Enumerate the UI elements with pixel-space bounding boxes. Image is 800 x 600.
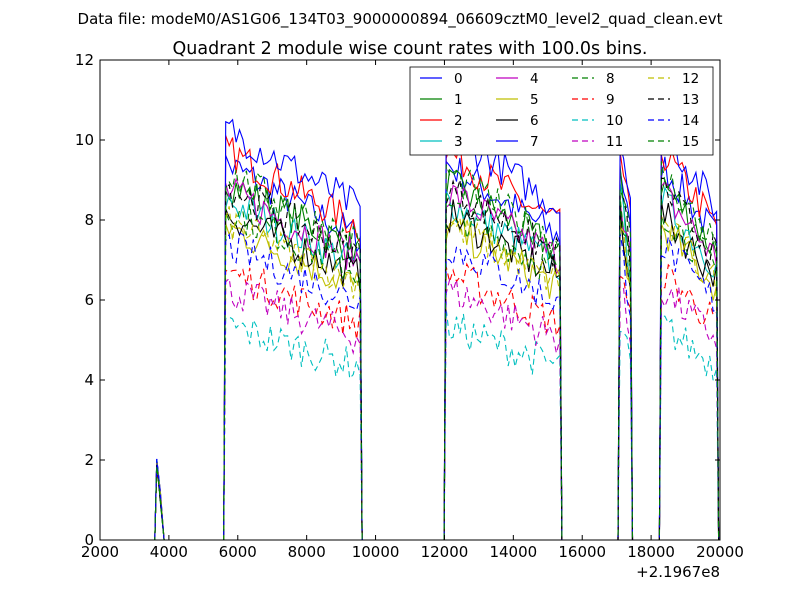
- x-tick-label: 2000: [81, 543, 119, 561]
- x-tick-label: 8000: [288, 543, 326, 561]
- y-tick-label: 6: [84, 291, 94, 309]
- y-tick-label: 0: [84, 531, 94, 549]
- y-tick-label: 2: [84, 451, 94, 469]
- x-offset-label: +2.1967e8: [636, 563, 720, 581]
- y-tick-label: 10: [75, 131, 94, 149]
- legend-label-7: 7: [530, 134, 539, 150]
- series-line-14: [151, 232, 720, 541]
- series-line-10: [151, 308, 720, 541]
- legend-label-10: 10: [606, 113, 623, 129]
- legend-label-12: 12: [682, 71, 699, 87]
- legend-label-13: 13: [682, 92, 699, 108]
- y-tick-label: 4: [84, 371, 94, 389]
- x-tick-label: 12000: [421, 543, 469, 561]
- x-tick-label: 14000: [489, 543, 537, 561]
- legend-label-3: 3: [454, 134, 463, 150]
- legend-box: [409, 66, 714, 156]
- legend-label-8: 8: [606, 71, 615, 87]
- chart-title: Quadrant 2 module wise count rates with …: [173, 39, 648, 59]
- legend-label-6: 6: [530, 113, 539, 129]
- x-tick-label: 4000: [150, 543, 188, 561]
- x-tick-label: 16000: [558, 543, 606, 561]
- y-tick-label: 8: [84, 211, 94, 229]
- legend-label-2: 2: [454, 113, 463, 129]
- legend-label-1: 1: [454, 92, 463, 108]
- x-tick-label: 10000: [352, 543, 400, 561]
- legend-label-5: 5: [530, 92, 539, 108]
- y-tick-label: 12: [75, 51, 94, 69]
- x-tick-label: 6000: [219, 543, 257, 561]
- x-tick-label: 18000: [627, 543, 675, 561]
- series-line-13: [151, 177, 720, 541]
- legend-label-0: 0: [454, 71, 463, 87]
- legend-label-14: 14: [682, 113, 699, 129]
- series-line-9: [151, 262, 720, 541]
- ticks-layer: 2000 4000 6000 8000 10000 12000 14000 16000 1800…: [75, 51, 744, 561]
- legend-label-9: 9: [606, 92, 615, 108]
- legend-label-15: 15: [682, 134, 699, 150]
- series-line-15: [151, 161, 720, 541]
- legend-label-11: 11: [606, 134, 623, 150]
- legend-label-4: 4: [530, 71, 539, 87]
- data-file-suptitle: Data file: modeM0/AS1G06_134T03_90000008…: [78, 10, 723, 29]
- x-tick-label: 20000: [696, 543, 744, 561]
